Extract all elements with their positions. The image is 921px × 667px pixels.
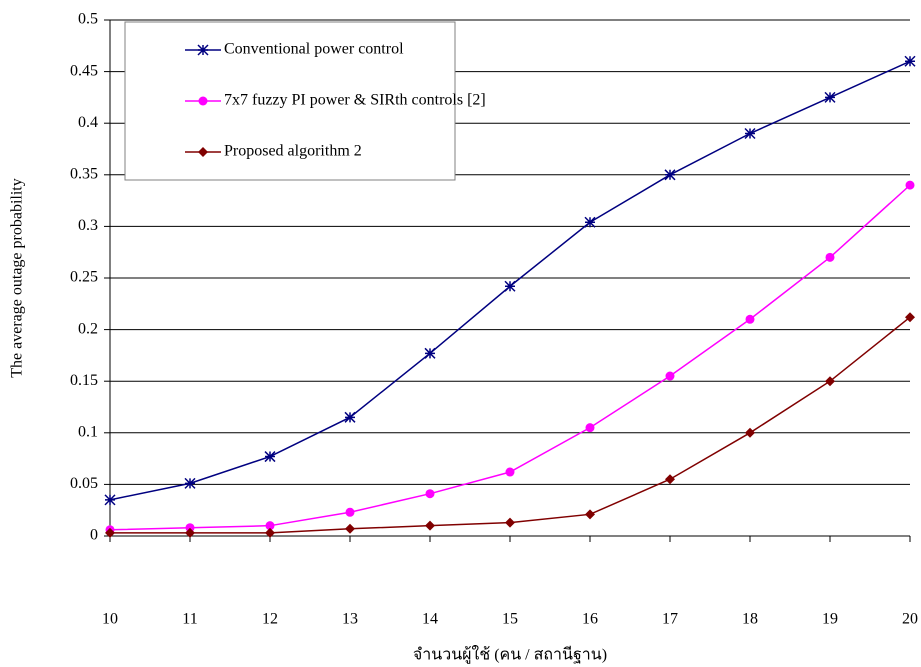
y-axis-title: The average outage probability bbox=[9, 178, 26, 377]
y-tick-label: 0.35 bbox=[70, 165, 98, 182]
marker bbox=[104, 494, 116, 506]
marker bbox=[505, 467, 515, 477]
x-tick-label: 17 bbox=[662, 611, 678, 628]
marker bbox=[905, 312, 915, 323]
marker bbox=[345, 523, 355, 534]
x-tick-label: 11 bbox=[182, 611, 197, 628]
marker bbox=[904, 55, 916, 67]
x-tick-label: 16 bbox=[582, 611, 598, 628]
marker bbox=[825, 376, 835, 387]
marker bbox=[197, 44, 209, 56]
series-line bbox=[109, 184, 911, 531]
marker bbox=[665, 371, 675, 381]
y-tick-label: 0.4 bbox=[78, 114, 98, 131]
marker bbox=[185, 527, 195, 538]
marker bbox=[664, 169, 676, 181]
marker bbox=[265, 521, 275, 531]
marker bbox=[505, 517, 515, 528]
y-tick-label: 0.05 bbox=[70, 475, 98, 492]
x-tick-label: 14 bbox=[422, 611, 438, 628]
y-tick-label: 0.1 bbox=[78, 423, 98, 440]
marker bbox=[264, 451, 276, 463]
grid bbox=[110, 19, 910, 537]
marker bbox=[345, 507, 355, 517]
x-tick-label: 20 bbox=[902, 611, 918, 628]
marker bbox=[665, 474, 675, 485]
marker bbox=[198, 96, 208, 106]
y-tick-label: 0.25 bbox=[70, 269, 98, 286]
x-tick-label: 13 bbox=[342, 611, 358, 628]
marker bbox=[745, 314, 755, 324]
x-tick-label: 15 bbox=[502, 611, 518, 628]
marker bbox=[425, 520, 435, 531]
x-tick-label: 12 bbox=[262, 611, 278, 628]
x-tick-label: 10 bbox=[102, 611, 118, 628]
marker bbox=[585, 509, 595, 520]
series-line bbox=[110, 316, 911, 534]
legend-label: Conventional power control bbox=[224, 41, 404, 58]
marker bbox=[185, 523, 195, 533]
marker bbox=[825, 252, 835, 262]
legend-label: Proposed algorithm 2 bbox=[224, 143, 362, 160]
marker bbox=[184, 477, 196, 489]
y-tick-label: 0.45 bbox=[70, 62, 98, 79]
marker bbox=[744, 127, 756, 140]
marker bbox=[198, 147, 208, 157]
x-tick-label: 19 bbox=[822, 611, 838, 628]
marker bbox=[745, 427, 755, 438]
y-tick-label: 0 bbox=[90, 527, 98, 544]
marker bbox=[905, 180, 915, 190]
marker bbox=[504, 280, 516, 292]
marker bbox=[584, 216, 596, 228]
legend-box bbox=[124, 21, 456, 181]
marker bbox=[105, 527, 115, 538]
x-tick-label: 18 bbox=[742, 611, 758, 628]
y-tick-label: 0.2 bbox=[78, 320, 98, 337]
marker bbox=[425, 489, 435, 499]
marker bbox=[424, 347, 436, 359]
y-tick-label: 0.15 bbox=[70, 372, 98, 389]
marker bbox=[344, 411, 356, 423]
marker bbox=[585, 423, 595, 433]
marker bbox=[824, 91, 836, 103]
y-tick-label: 0.3 bbox=[78, 217, 98, 234]
marker bbox=[265, 527, 275, 538]
y-tick-label: 0.5 bbox=[78, 11, 98, 28]
x-axis-title: จำนวนผู้ใช้ (คน / สถานีฐาน) bbox=[413, 645, 607, 665]
legend-label: 7x7 fuzzy PI power & SIRth controls [2] bbox=[224, 92, 486, 109]
